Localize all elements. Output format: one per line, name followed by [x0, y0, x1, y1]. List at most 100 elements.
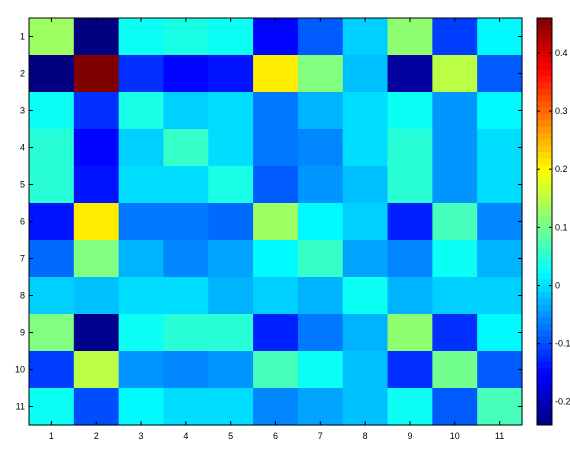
y-tick-label: 7: [20, 254, 25, 264]
heatmap-cell-r7-c11: [477, 240, 523, 278]
colorbar-segment: [537, 342, 552, 350]
heatmap-cell-r9-c3: [118, 314, 165, 352]
heatmap-cell-r3-c1: [29, 92, 75, 130]
colorbar-segment: [537, 30, 552, 38]
heatmap-cell-r8-c2: [73, 277, 120, 315]
colorbar-segment: [537, 304, 552, 312]
colorbar-segment: [537, 323, 552, 331]
heatmap-cell-r8-c11: [477, 277, 523, 315]
x-tick-label: 9: [407, 431, 412, 441]
heatmap-cell-r3-c4: [163, 92, 209, 130]
heatmap-cell-r1-c8: [342, 18, 389, 56]
heatmap-cell-r10-c10: [432, 351, 478, 389]
heatmap-cell-r10-c6: [253, 351, 299, 389]
heatmap-cell-r9-c1: [29, 314, 75, 352]
heatmap-cell-r11-c8: [342, 388, 389, 426]
y-tick-label: 3: [20, 106, 25, 116]
heatmap-cell-r4-c2: [73, 129, 120, 167]
heatmap-cell-r5-c11: [477, 166, 523, 204]
colorbar-segment: [537, 56, 552, 64]
colorbar-segment: [537, 374, 552, 381]
heatmap-cell-r11-c3: [118, 388, 165, 426]
heatmap-cell-r10-c8: [342, 351, 389, 389]
colorbar-segment: [537, 272, 552, 280]
y-tick-label: 10: [15, 365, 25, 375]
heatmap-cell-r2-c4: [163, 55, 209, 93]
heatmap-cell-r6-c7: [297, 203, 344, 241]
colorbar-segment: [537, 393, 552, 401]
x-tick-label: 8: [363, 431, 368, 441]
colorbar-segment: [537, 221, 552, 229]
heatmap-cell-r1-c3: [118, 18, 165, 56]
heatmap-cell-r6-c11: [477, 203, 523, 241]
x-tick-label: 10: [450, 431, 460, 441]
colorbar-segment: [537, 386, 552, 394]
heatmap-cell-r8-c4: [163, 277, 209, 315]
heatmap-cell-r10-c11: [477, 351, 523, 389]
heatmap-cell-r7-c4: [163, 240, 209, 278]
y-tick-label: 4: [20, 143, 25, 153]
heatmap-cell-r10-c5: [208, 351, 254, 389]
heatmap-cell-r6-c1: [29, 203, 75, 241]
heatmap-cell-r4-c3: [118, 129, 165, 167]
heatmap-cell-r4-c4: [163, 129, 209, 167]
heatmap-cell-r7-c10: [432, 240, 478, 278]
heatmap-cell-r2-c2: [73, 55, 120, 93]
heatmap-cell-r9-c10: [432, 314, 478, 352]
heatmap-cell-r6-c3: [118, 203, 165, 241]
heatmap-cell-r6-c4: [163, 203, 209, 241]
colorbar-segment: [537, 215, 552, 222]
heatmap-cell-r7-c7: [297, 240, 344, 278]
heatmap-cell-r2-c11: [477, 55, 523, 93]
heatmap-cell-r8-c8: [342, 277, 389, 315]
colorbar-segment: [537, 310, 552, 318]
y-tick-label: 8: [20, 291, 25, 301]
heatmap-cell-r11-c7: [297, 388, 344, 426]
colorbar-segment: [537, 316, 552, 324]
colorbar-segment: [537, 62, 552, 70]
x-tick-label: 2: [94, 431, 99, 441]
heatmap-cell-r9-c11: [477, 314, 523, 352]
heatmap-cell-r8-c3: [118, 277, 165, 315]
colorbar-segment: [537, 405, 552, 413]
heatmap-cell-r3-c6: [253, 92, 299, 130]
colorbar-segment: [537, 113, 552, 121]
heatmap-cell-r8-c5: [208, 277, 254, 315]
colorbar-segment: [537, 132, 552, 140]
heatmap-cell-r2-c10: [432, 55, 478, 93]
heatmap-cell-r4-c1: [29, 129, 75, 167]
heatmap-cell-r9-c6: [253, 314, 299, 352]
heatmap-cell-r5-c4: [163, 166, 209, 204]
heatmap-cell-r11-c5: [208, 388, 254, 426]
colorbar-segment: [537, 87, 552, 95]
colorbar-segment: [537, 297, 552, 305]
heatmap-cell-r5-c6: [253, 166, 299, 204]
colorbar-tick-label: -0.1: [555, 339, 570, 349]
heatmap-cell-r3-c10: [432, 92, 478, 130]
heatmap-cell-r6-c6: [253, 203, 299, 241]
colorbar-segment: [537, 361, 552, 369]
heatmap-cell-r9-c8: [342, 314, 389, 352]
heatmap-cell-r7-c5: [208, 240, 254, 278]
heatmap-cell-r5-c8: [342, 166, 389, 204]
heatmap-cell-r5-c1: [29, 166, 75, 204]
heatmap-cell-r3-c2: [73, 92, 120, 130]
heatmap-cell-r3-c5: [208, 92, 254, 130]
heatmap-cell-r6-c9: [387, 203, 433, 241]
colorbar-segment: [537, 145, 552, 153]
heatmap-cell-r5-c3: [118, 166, 165, 204]
heatmap-cell-r4-c10: [432, 129, 478, 167]
heatmap-cell-r10-c4: [163, 351, 209, 389]
x-tick-label: 1: [49, 431, 54, 441]
y-tick-label: 11: [16, 402, 25, 412]
colorbar-segment: [537, 348, 552, 356]
colorbar-segment: [537, 335, 552, 343]
heatmap-cell-r4-c9: [387, 129, 433, 167]
colorbar-segment: [537, 43, 552, 51]
heatmap-cell-r11-c10: [432, 388, 478, 426]
heatmap-cell-r9-c4: [163, 314, 209, 352]
colorbar-segment: [537, 107, 552, 114]
x-tick-label: 5: [228, 431, 233, 441]
colorbar-segment: [537, 176, 552, 184]
